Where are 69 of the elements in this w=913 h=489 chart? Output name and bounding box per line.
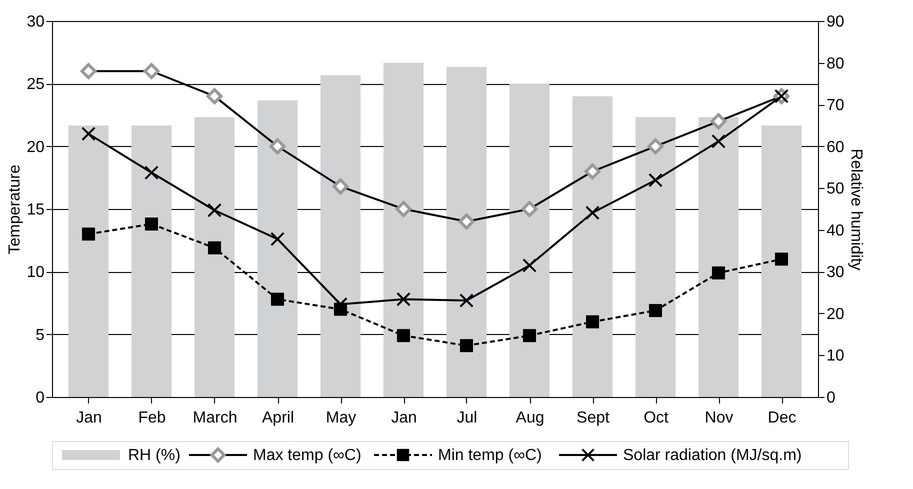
- point: [522, 258, 537, 273]
- point: [396, 329, 410, 342]
- bar: [320, 75, 360, 397]
- y2-axis-title: Relative humidity: [847, 148, 864, 270]
- x-tick-label: April: [262, 410, 294, 426]
- point: [270, 292, 284, 306]
- point: [648, 304, 662, 318]
- y-tick-label: 25: [26, 76, 45, 94]
- point: [144, 166, 159, 180]
- y-tick-label: 15: [26, 202, 45, 218]
- x-tick-label: March: [192, 410, 238, 426]
- x-tick-label: Nov: [704, 410, 734, 426]
- point: [333, 297, 348, 312]
- bar: [762, 125, 802, 397]
- point: [207, 203, 222, 218]
- bar: [68, 125, 108, 397]
- x-tick-label: Jan: [76, 410, 102, 426]
- x-tick-label: Jul: [456, 410, 478, 426]
- x-tick-label: Jan: [391, 410, 417, 426]
- y-axis-title: Temperature: [6, 164, 24, 254]
- y2-tick-label: 20: [826, 306, 844, 323]
- point: [460, 339, 474, 352]
- legend-label: RH (%): [128, 447, 180, 464]
- x-tick-label: May: [326, 410, 356, 426]
- x-tick-label: Dec: [768, 410, 796, 426]
- y2-tick-label: 70: [826, 97, 844, 114]
- y2-tick-label: 10: [826, 348, 844, 365]
- point: [270, 232, 285, 246]
- y2-tick-label: 30: [826, 264, 844, 282]
- y-tick-label: 5: [36, 326, 45, 344]
- y-tick-label: 20: [26, 138, 45, 156]
- y2-tick-label: 80: [826, 55, 844, 72]
- point: [585, 206, 600, 220]
- point: [648, 173, 663, 188]
- bar: [132, 125, 172, 397]
- bar: [572, 96, 612, 397]
- x-tick-label: Feb: [138, 410, 166, 426]
- y2-tick-label: 50: [826, 180, 844, 198]
- y-tick-label: 0: [36, 390, 45, 406]
- bar: [510, 84, 550, 397]
- point: [711, 134, 726, 148]
- legend-label: Min temp (∞C): [438, 447, 542, 464]
- point: [774, 252, 788, 266]
- x-tick-label: Aug: [516, 410, 544, 426]
- y2-tick-label: 60: [826, 138, 844, 156]
- y2-tick-label: 0: [826, 390, 836, 406]
- point: [81, 126, 96, 141]
- y-tick-label: 10: [26, 264, 45, 282]
- point: [396, 292, 411, 306]
- bar: [636, 117, 676, 397]
- point: [459, 293, 474, 308]
- bar: [446, 66, 486, 397]
- point: [712, 266, 726, 280]
- bar: [384, 62, 424, 397]
- point: [208, 241, 222, 254]
- y2-tick-label: 40: [826, 222, 844, 240]
- legend-label: Max temp (∞C): [253, 447, 362, 464]
- point: [522, 329, 536, 342]
- point: [586, 315, 600, 328]
- point: [82, 228, 96, 241]
- y-tick-label: 30: [26, 14, 45, 30]
- legend-label: Solar radiation (MJ/sq.m): [623, 447, 802, 464]
- y2-tick-label: 90: [826, 14, 844, 30]
- point: [144, 218, 158, 231]
- x-tick-label: Oct: [644, 410, 669, 426]
- bar: [698, 117, 738, 397]
- x-tick-label: Sept: [576, 410, 610, 426]
- bar: [194, 117, 234, 397]
- bar: [258, 100, 298, 397]
